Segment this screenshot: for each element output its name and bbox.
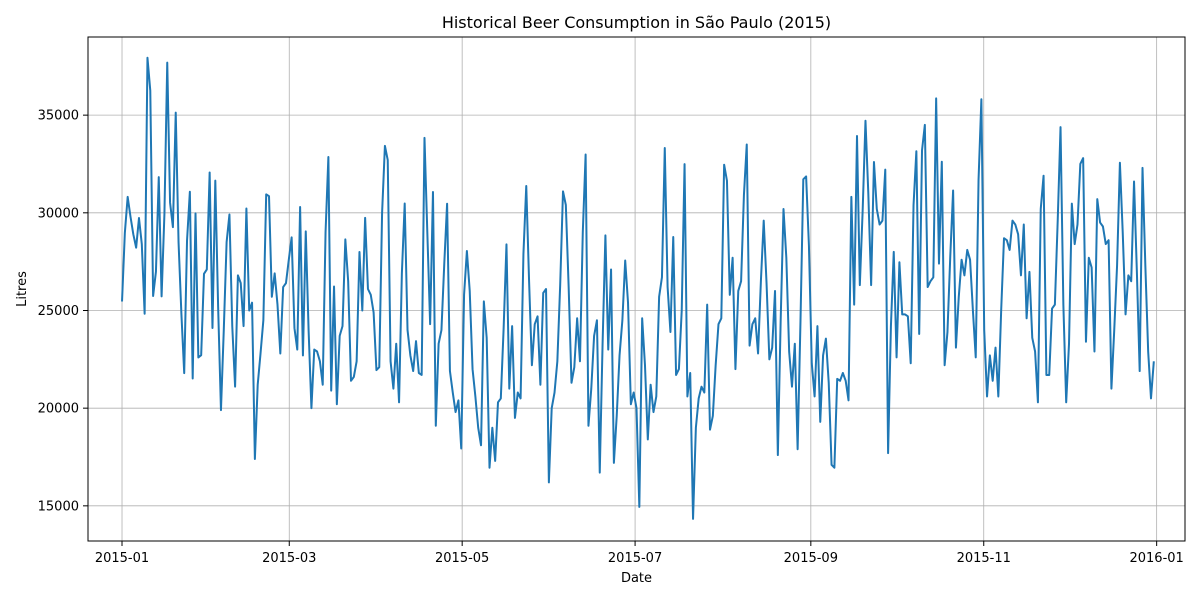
y-tick-label: 25000 (38, 304, 79, 319)
x-tick-label: 2016-01 (1129, 551, 1183, 566)
chart-title: Historical Beer Consumption in São Paulo… (442, 13, 831, 32)
y-tick-label: 35000 (38, 109, 79, 124)
plot-area-frame (87, 36, 1186, 542)
x-tick-label: 2015-09 (784, 551, 838, 566)
y-tick-label: 20000 (38, 402, 79, 417)
series-line-group (121, 56, 1155, 520)
x-tick-label: 2015-05 (435, 551, 489, 566)
x-tick-label: 2015-03 (262, 551, 316, 566)
x-tick-label: 2015-07 (608, 551, 662, 566)
y-tick-label: 30000 (38, 206, 79, 221)
y-tick-label: 15000 (38, 499, 79, 514)
series-line (121, 56, 1155, 520)
x-axis-ticks: 2015-01 2015-03 2015-05 2015-07 2015-09 2015-… (95, 541, 1184, 566)
y-axis-title: Litres (15, 271, 30, 307)
y-axis-ticks: 15000 20000 25000 30000 35000 (38, 109, 88, 514)
x-tick-label: 2015-01 (95, 551, 149, 566)
x-axis-title: Date (621, 571, 652, 586)
x-tick-label: 2015-11 (957, 551, 1011, 566)
